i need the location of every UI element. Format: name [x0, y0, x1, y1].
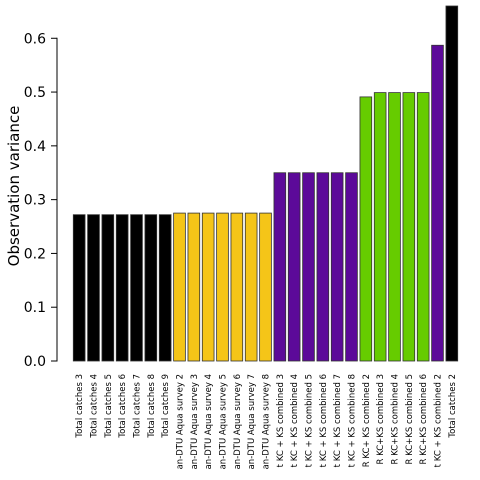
- x-tick-label: R KC+KS combined 6: [419, 374, 429, 464]
- x-tick-label: R KC+KS combined 4: [391, 374, 401, 464]
- bar: [388, 92, 401, 362]
- x-tick-label: R KC+KS combined 3: [376, 374, 386, 464]
- bar: [201, 212, 215, 362]
- x-tick-labels: Total catches 3 Total catches 4 Total catc…: [75, 374, 458, 469]
- x-tick-label: t KC + KS combined 2: [434, 374, 444, 467]
- y-tick-label: 0.6: [24, 31, 46, 47]
- x-tick-label: Total catches 3: [75, 374, 85, 439]
- x-tick-label: t KC + KS combined 8: [348, 374, 358, 467]
- x-tick-label: an-DTU Aqua survey 5: [219, 374, 229, 469]
- bar: [144, 214, 158, 362]
- bar: [316, 172, 330, 362]
- bar: [72, 214, 86, 362]
- chart-axes: 0.0 0.1 0.2 0.3 0.4 0.5 0.6: [24, 31, 58, 370]
- x-tick-label: t KC + KS combined 6: [319, 374, 329, 467]
- y-tick-label: 0.2: [24, 246, 46, 262]
- bar: [345, 172, 358, 362]
- bar: [302, 172, 315, 362]
- y-tick-label: 0.3: [24, 193, 46, 209]
- bar: [130, 214, 143, 362]
- x-tick-label: an-DTU Aqua survey 3: [190, 374, 200, 469]
- bar: [402, 92, 416, 362]
- x-tick-label: R KC+KS combined 5: [405, 374, 415, 464]
- bar: [416, 92, 430, 362]
- bar: [187, 212, 201, 362]
- x-tick-label: R KC+ KS combined 2: [362, 374, 372, 467]
- x-tick-label: Total catches 8: [147, 374, 157, 439]
- bar: [230, 212, 244, 362]
- x-tick-label: t KC + KS combined 4: [290, 374, 300, 467]
- chart-bars: [72, 5, 459, 362]
- bar: [273, 172, 287, 362]
- bar: [330, 172, 344, 362]
- bar: [445, 5, 459, 362]
- y-tick-label: 0.1: [24, 300, 46, 316]
- bar: [87, 214, 100, 362]
- bar: [287, 172, 301, 362]
- bar: [244, 212, 258, 362]
- x-tick-label: an-DTU Aqua survey 7: [247, 374, 257, 469]
- x-tick-label: Total catches 4: [90, 374, 100, 439]
- x-tick-label: Total catches 5: [104, 374, 114, 439]
- y-axis-label: Observation variance: [5, 106, 23, 267]
- x-tick-label: Total catches 9: [161, 374, 171, 439]
- x-tick-label: Total catches 7: [133, 374, 143, 439]
- bar: [431, 44, 444, 362]
- y-tick-label: 0.0: [24, 354, 46, 370]
- x-tick-label: an-DTU Aqua survey 8: [262, 374, 272, 469]
- bar: [115, 214, 129, 362]
- bar: [359, 96, 373, 362]
- x-tick-label: t KC + KS combined 3: [276, 374, 286, 467]
- x-tick-label: an-DTU Aqua survey 6: [233, 374, 243, 469]
- x-tick-label: an-DTU Aqua survey 2: [176, 374, 186, 469]
- bar: [173, 212, 186, 362]
- y-tick-label: 0.5: [24, 85, 46, 101]
- x-tick-label: t KC + KS combined 7: [333, 374, 343, 467]
- bar: [158, 214, 172, 362]
- x-tick-label: an-DTU Aqua survey 4: [204, 374, 214, 469]
- bar: [373, 92, 387, 362]
- bar: [259, 212, 272, 362]
- bar: [101, 214, 115, 362]
- x-tick-label: Total catches 2: [448, 374, 458, 439]
- x-tick-label: t KC + KS combined 5: [305, 374, 315, 467]
- x-tick-label: Total catches 6: [118, 374, 128, 439]
- y-tick-label: 0.4: [24, 139, 46, 155]
- bar: [216, 212, 229, 362]
